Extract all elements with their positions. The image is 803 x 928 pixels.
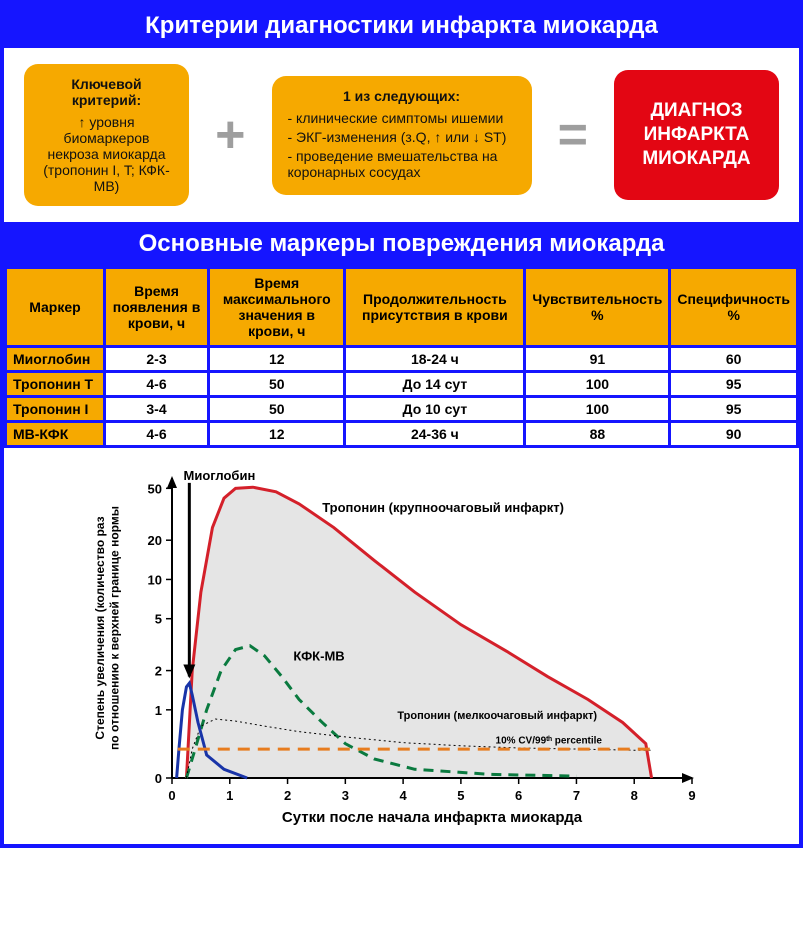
marker-name-cell: Тропонин I [6, 397, 105, 422]
y-tick-label: 20 [147, 533, 161, 548]
diagnosis-card: ДИАГНОЗ ИНФАРКТА МИОКАРДА [614, 70, 779, 200]
table-cell: 100 [525, 372, 670, 397]
x-tick-label: 1 [226, 788, 233, 803]
table-cell: 3-4 [104, 397, 208, 422]
criteria-row: Ключевой критерий: ↑ уровня биомаркеров … [4, 48, 799, 222]
table-cell: 50 [209, 372, 345, 397]
y-tick-label: 2 [154, 664, 161, 679]
table-cell: До 14 сут [345, 372, 525, 397]
table-cell: 100 [525, 397, 670, 422]
plus-symbol: + [205, 105, 255, 165]
y-tick-label: 0 [154, 771, 161, 786]
markers-table: МаркерВремя появления в крови, чВремя ма… [4, 266, 799, 448]
x-tick-label: 5 [457, 788, 464, 803]
table-body: Миоглобин2-31218-24 ч9160Тропонин T4-650… [6, 347, 798, 447]
troponin_small-label: Тропонин (мелкоочаговый инфаркт) [397, 710, 597, 722]
markers-title: Основные маркеры повреждения миокарда [4, 222, 799, 266]
one-of-heading: 1 из следующих: [286, 88, 518, 104]
one-of-item: - клинические симптомы ишемии [288, 110, 518, 126]
table-row: Тропонин I3-450До 10 сут10095 [6, 397, 798, 422]
table-cell: 24-36 ч [345, 422, 525, 447]
table-header-cell: Время максимального значения в крови, ч [209, 268, 345, 347]
one-of-item: - ЭКГ-изменения (з.Q, ↑ или ↓ ST) [288, 129, 518, 145]
x-tick-label: 0 [168, 788, 175, 803]
y-tick-label: 50 [147, 481, 161, 496]
table-cell: 12 [209, 347, 345, 372]
troponin_large-label: Тропонин (крупноочаговый инфаркт) [322, 500, 564, 515]
table-row: Миоглобин2-31218-24 ч9160 [6, 347, 798, 372]
biomarker-chart: 0 1 2 3 4 5 6 7 8 9 0 1 2 5 10 20 50 Миоглобин Тропонин (к… [52, 458, 752, 838]
y-tick-label: 10 [147, 572, 161, 587]
table-header-cell: Чувствительность % [525, 268, 670, 347]
table-cell: До 10 сут [345, 397, 525, 422]
table-cell: 2-3 [104, 347, 208, 372]
marker-name-cell: Тропонин T [6, 372, 105, 397]
cpk_mb-label: КФК-МВ [293, 648, 344, 663]
y-tick-label: 5 [154, 612, 161, 627]
marker-name-cell: МВ-КФК [6, 422, 105, 447]
key-criterion-heading: Ключевой критерий: [38, 76, 175, 108]
table-cell: 12 [209, 422, 345, 447]
x-tick-label: 7 [572, 788, 579, 803]
marker-name-cell: Миоглобин [6, 347, 105, 372]
myoglobin-label: Миоглобин [183, 468, 255, 483]
criteria-title: Критерии диагностики инфаркта миокарда [4, 4, 799, 48]
y-tick-label: 1 [154, 703, 161, 718]
y-axis-arrow [167, 476, 177, 488]
one-of-item: - проведение вмешательства на коронарных… [288, 148, 518, 180]
cutoff-label: 10% CV/99ᵗʰ percentile [495, 736, 602, 747]
y-axis-label: Степень увеличения (количество разпо отн… [93, 506, 121, 750]
one-of-card: 1 из следующих: - клинические симптомы и… [272, 76, 532, 195]
table-header-row: МаркерВремя появления в крови, чВремя ма… [6, 268, 798, 347]
table-header-cell: Маркер [6, 268, 105, 347]
markers-table-wrap: МаркерВремя появления в крови, чВремя ма… [4, 266, 799, 448]
table-cell: 18-24 ч [345, 347, 525, 372]
table-header-cell: Специфичность % [670, 268, 798, 347]
table-cell: 95 [670, 397, 798, 422]
key-criterion-body: ↑ уровня биомаркеров некроза миокарда (т… [43, 114, 170, 194]
x-tick-label: 3 [341, 788, 348, 803]
table-cell: 4-6 [104, 422, 208, 447]
infographic-container: Критерии диагностики инфаркта миокарда К… [0, 0, 803, 848]
table-cell: 60 [670, 347, 798, 372]
table-cell: 88 [525, 422, 670, 447]
chart-area: 0 1 2 3 4 5 6 7 8 9 0 1 2 5 10 20 50 Миоглобин Тропонин (к… [4, 448, 799, 844]
table-row: МВ-КФК4-61224-36 ч8890 [6, 422, 798, 447]
table-cell: 91 [525, 347, 670, 372]
x-axis-label: Сутки после начала инфаркта миокарда [281, 809, 582, 826]
x-tick-label: 9 [688, 788, 695, 803]
x-tick-label: 4 [399, 788, 407, 803]
table-cell: 50 [209, 397, 345, 422]
diagnosis-text: ДИАГНОЗ ИНФАРКТА МИОКАРДА [628, 99, 765, 170]
table-cell: 90 [670, 422, 798, 447]
troponin-large-fill [186, 487, 651, 778]
table-cell: 4-6 [104, 372, 208, 397]
key-criterion-card: Ключевой критерий: ↑ уровня биомаркеров … [24, 64, 189, 206]
x-tick-label: 6 [515, 788, 522, 803]
table-row: Тропонин T4-650До 14 сут10095 [6, 372, 798, 397]
x-tick-label: 2 [283, 788, 290, 803]
table-cell: 95 [670, 372, 798, 397]
table-header-cell: Продолжительность присутствия в крови [345, 268, 525, 347]
x-tick-label: 8 [630, 788, 637, 803]
equals-symbol: = [548, 105, 598, 165]
table-header-cell: Время появления в крови, ч [104, 268, 208, 347]
